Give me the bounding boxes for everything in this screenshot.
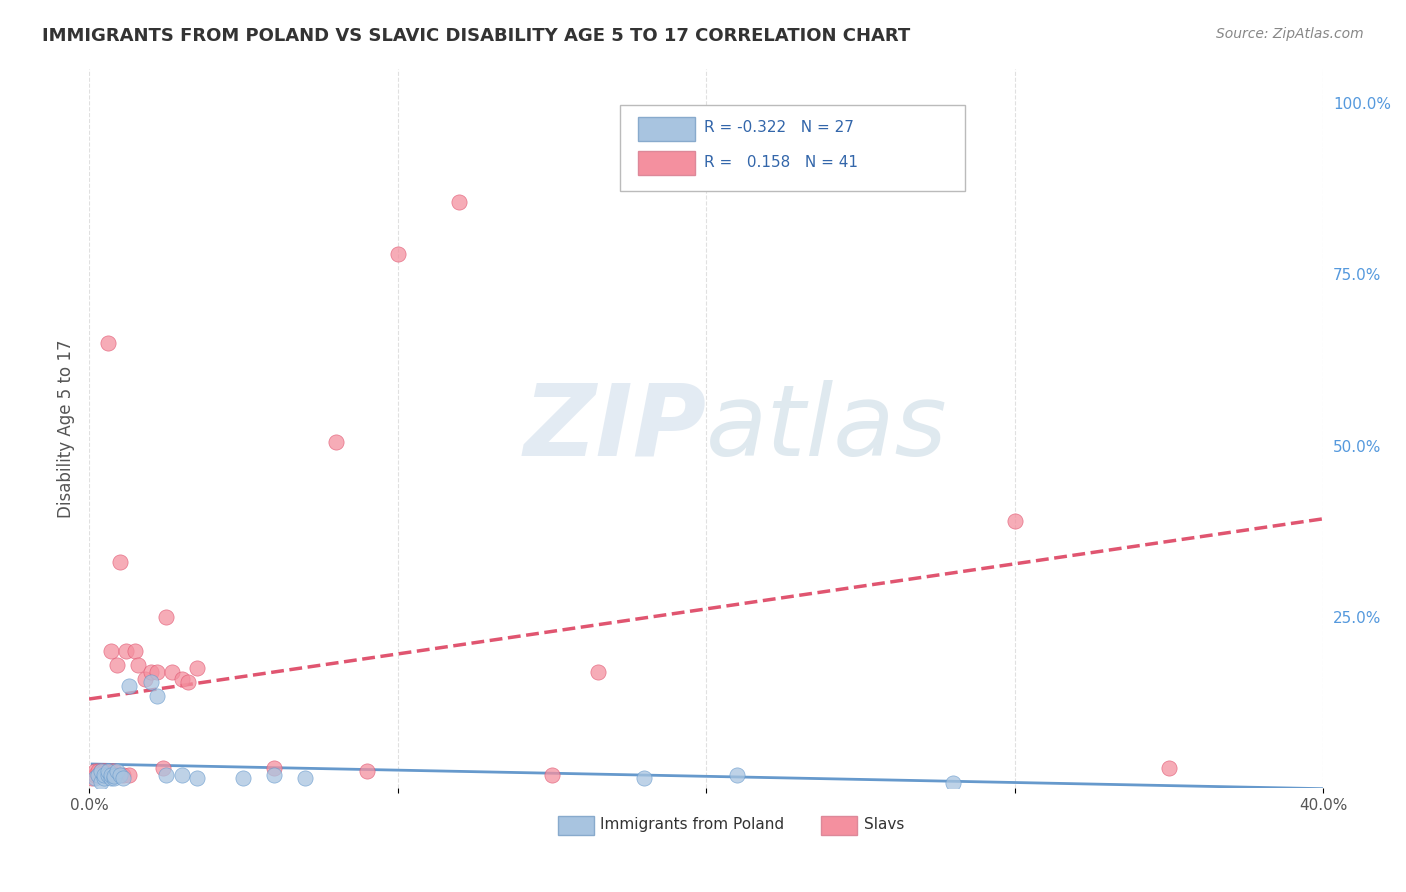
Point [449,195,471,210]
Point [387,246,409,260]
Point [97,335,120,350]
Point [139,665,162,679]
Point [294,771,316,785]
Text: Slavs: Slavs [865,817,904,832]
Point [93,768,115,782]
Point [186,771,208,785]
Point [82,771,104,785]
Point [100,644,122,658]
Point [84,768,107,782]
Point [108,555,131,569]
Point [93,764,115,779]
Point [100,771,122,785]
FancyBboxPatch shape [638,151,695,175]
Point [170,672,193,686]
Point [152,761,174,775]
Point [325,435,347,450]
Point [87,768,110,782]
Point [146,689,169,703]
Point [87,768,110,782]
FancyBboxPatch shape [638,117,695,141]
Point [100,768,122,782]
Point [155,610,177,624]
Point [633,771,655,785]
Text: ZIP: ZIP [523,380,706,477]
Point [162,665,184,679]
Point [124,644,146,658]
Point [232,771,254,785]
Point [155,768,177,782]
Point [87,764,110,779]
Point [127,658,149,673]
Point [170,768,193,782]
Point [115,644,138,658]
Point [146,665,169,679]
Point [586,665,609,679]
FancyBboxPatch shape [620,104,966,191]
Point [356,764,378,779]
Text: R =   0.158   N = 41: R = 0.158 N = 41 [704,154,858,169]
Text: Immigrants from Poland: Immigrants from Poland [600,817,785,832]
Point [139,675,162,690]
Point [105,658,128,673]
Point [100,764,122,779]
Point [111,771,134,785]
Point [105,764,128,779]
Point [103,769,125,783]
Point [103,771,125,785]
Point [84,771,107,785]
Point [90,764,112,779]
Y-axis label: Disability Age 5 to 17: Disability Age 5 to 17 [58,339,75,517]
Point [177,675,200,690]
Text: IMMIGRANTS FROM POLAND VS SLAVIC DISABILITY AGE 5 TO 17 CORRELATION CHART: IMMIGRANTS FROM POLAND VS SLAVIC DISABIL… [42,27,911,45]
Point [263,768,285,782]
Text: R = -0.322   N = 27: R = -0.322 N = 27 [704,120,853,135]
Point [93,766,115,780]
FancyBboxPatch shape [821,816,856,835]
Point [90,768,112,782]
Text: Source: ZipAtlas.com: Source: ZipAtlas.com [1216,27,1364,41]
Point [84,764,107,779]
Point [93,771,115,785]
Point [541,768,564,782]
Point [97,768,120,782]
Text: atlas: atlas [706,380,948,477]
Point [103,768,125,782]
Point [186,661,208,675]
Point [1004,514,1026,528]
Point [97,764,120,779]
FancyBboxPatch shape [558,816,593,835]
Point [263,761,285,775]
Point [134,672,156,686]
Point [725,768,748,782]
Point [942,776,965,790]
Point [90,774,112,789]
Point [90,764,112,779]
Point [108,768,131,782]
Point [118,679,141,693]
Point [97,768,120,782]
Point [118,768,141,782]
Point [1157,761,1180,775]
Point [93,764,115,779]
Point [103,764,125,779]
Point [111,768,134,782]
